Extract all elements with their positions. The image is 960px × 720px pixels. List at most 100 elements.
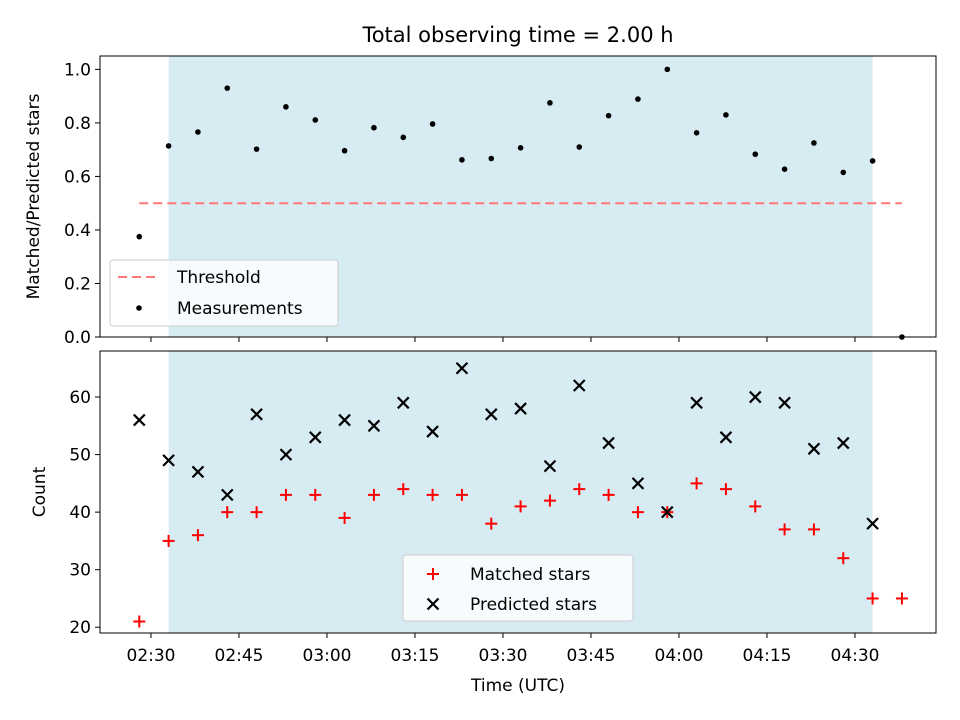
measurement-point: [547, 100, 553, 106]
matched-star-point: [221, 506, 234, 519]
measurement-point: [869, 158, 876, 164]
y-tick-label: 0.0: [64, 328, 91, 348]
measurement-point: [488, 155, 495, 162]
legend-measurements-swatch: [136, 305, 142, 311]
matched-star-point: [309, 488, 322, 501]
bottom-y-ticks: 20 30 40 50 60: [69, 388, 100, 638]
x-tick-label: 03:15: [391, 646, 440, 666]
top-legend: Threshold Measurements: [109, 259, 339, 327]
measurement-point: [781, 166, 788, 173]
measurement-point: [253, 146, 260, 152]
matched-star-point: [338, 511, 351, 524]
chart-title: Total observing time = 2.00 h: [361, 23, 673, 47]
x-tick-label: 02:30: [127, 646, 176, 666]
top-x-ticks: [150, 337, 856, 342]
matched-star-point: [807, 523, 820, 536]
measurement-point: [136, 233, 143, 240]
top-y-axis-label: Matched/Predicted stars: [24, 93, 44, 299]
predicted-star-point: [690, 396, 703, 410]
bottom-y-axis-label: Count: [30, 466, 50, 517]
y-tick-label: 0.8: [64, 114, 91, 134]
predicted-star-point: [514, 402, 527, 415]
predicted-star-point: [543, 459, 557, 473]
predicted-star-point: [719, 431, 733, 444]
legend-measurements-label: Measurements: [177, 299, 303, 319]
legend-predicted-swatch: [426, 597, 440, 611]
x-tick-label: 03:00: [303, 646, 352, 666]
matched-star-point: [573, 483, 586, 496]
predicted-star-point: [426, 425, 439, 438]
x-tick-label: 04:00: [655, 646, 704, 666]
legend-predicted-label: Predicted stars: [470, 595, 597, 615]
y-tick-label: 30: [69, 561, 91, 581]
legend-plus-marker: [427, 568, 439, 580]
measurement-point: [400, 134, 407, 141]
measurement-point: [605, 112, 612, 119]
y-tick-label: 0.2: [64, 274, 91, 294]
x-tick-label: 04:30: [831, 646, 880, 666]
matched-star-point: [397, 483, 410, 496]
measurement-point: [576, 144, 583, 150]
x-tick-label: 03:45: [567, 646, 616, 666]
matched-star-point: [455, 488, 468, 501]
measurement-point: [224, 85, 231, 91]
legend-matched-swatch: [427, 568, 439, 580]
matched-star-point: [690, 477, 703, 490]
y-tick-label: 60: [69, 388, 91, 408]
measurement-point: [811, 140, 817, 146]
bottom-legend-box: [402, 554, 634, 622]
y-tick-label: 0.6: [64, 167, 91, 187]
predicted-star-point: [748, 390, 762, 404]
top-axes-frame: [99, 55, 937, 338]
measurement-point: [459, 157, 465, 163]
measurement-point: [664, 66, 671, 73]
predicted-star-point: [807, 442, 821, 456]
measurement-point: [635, 96, 641, 102]
predicted-star-point: [220, 488, 234, 502]
matched-star-point: [543, 494, 556, 507]
predicted-star-point: [602, 436, 615, 450]
legend-x-marker: [426, 597, 440, 611]
y-tick-label: 50: [69, 446, 91, 466]
matched-star-point: [367, 488, 380, 501]
bottom-x-ticks: 02:30 02:45 03:00 03:15 03:30 03:45 04:00 04:15…: [127, 633, 880, 666]
predicted-star-point: [484, 408, 498, 421]
y-tick-label: 40: [69, 503, 91, 523]
x-tick-label: 04:15: [743, 646, 792, 666]
count-panel: 20 30 40 50 60 02:30 02:45 03:00 03:15 03:30 03:4…: [30, 350, 937, 696]
measurement-point: [165, 143, 172, 149]
predicted-star-point: [778, 396, 791, 410]
matched-star-point: [778, 523, 791, 536]
matched-star-point: [602, 488, 615, 501]
predicted-star-point: [132, 413, 146, 427]
matched-star-point: [133, 615, 146, 628]
matched-star-point: [514, 500, 527, 513]
predicted-star-point: [866, 517, 879, 530]
top-y-ticks: 0.0 0.2 0.4 0.6 0.8 1.0: [64, 60, 100, 348]
matched-star-point: [895, 592, 908, 605]
measurement-point: [517, 144, 524, 151]
legend-threshold-label: Threshold: [176, 268, 261, 288]
bottom-axes-frame: [99, 350, 937, 634]
x-tick-label: 02:45: [215, 646, 264, 666]
predicted-star-point: [631, 477, 645, 490]
measurement-point: [371, 124, 377, 131]
predicted-star-point: [191, 465, 205, 479]
measurement-point: [752, 151, 759, 158]
predicted-star-point: [250, 408, 263, 421]
matched-star-point: [191, 529, 204, 542]
measurement-point: [840, 169, 847, 176]
matched-star-point: [719, 483, 732, 496]
measurement-point: [693, 130, 700, 136]
predicted-star-point: [660, 505, 674, 519]
predicted-star-point: [455, 361, 469, 375]
y-tick-label: 20: [69, 618, 91, 638]
bottom-legend: Matched stars Predicted stars: [402, 554, 634, 622]
predicted-star-point: [836, 436, 850, 450]
legend-matched-label: Matched stars: [470, 565, 590, 585]
matched-star-point: [631, 506, 644, 519]
x-axis-label: Time (UTC): [470, 676, 565, 696]
top-legend-box: [109, 259, 339, 327]
predicted-star-point: [572, 379, 586, 392]
